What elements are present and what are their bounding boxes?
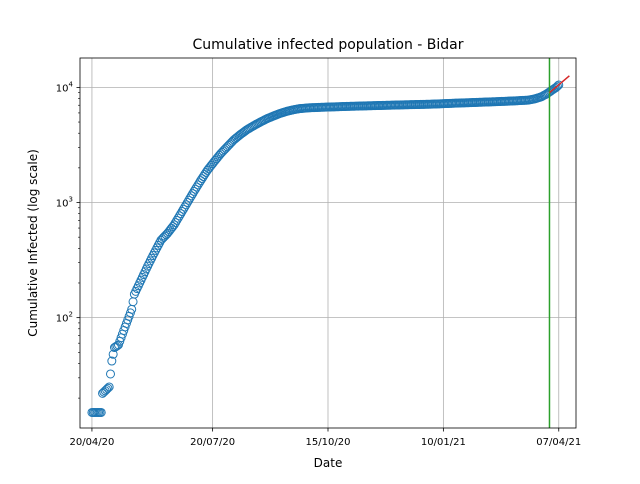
x-axis-label: Date <box>314 456 343 470</box>
overlay-lines <box>548 58 570 428</box>
data-point <box>107 356 117 366</box>
data-points <box>87 80 564 417</box>
y-axis-label: Cumulative Infected (log scale) <box>26 149 40 337</box>
data-point <box>180 202 190 212</box>
data-point <box>172 215 182 225</box>
data-point <box>190 184 200 194</box>
data-point <box>185 193 195 203</box>
data-point <box>152 243 162 253</box>
data-point <box>153 240 163 250</box>
data-point <box>112 341 122 351</box>
data-point <box>184 195 194 205</box>
data-point <box>104 382 114 392</box>
fit-line <box>548 75 570 94</box>
chart-title: Cumulative infected population - Bidar <box>193 37 464 53</box>
data-point <box>554 80 564 90</box>
x-tick-label: 10/01/21 <box>421 437 466 448</box>
data-point <box>174 211 184 221</box>
data-point <box>193 180 203 190</box>
y-tick-label: 102 <box>56 311 73 325</box>
axis-ticks: 20/04/20 20/07/20 15/10/20 10/01/21 07/04/21… <box>56 80 581 448</box>
data-point <box>186 191 196 201</box>
data-point <box>103 383 113 393</box>
x-tick-label: 20/04/20 <box>69 437 114 448</box>
data-point <box>552 81 562 91</box>
x-tick-label: 20/07/20 <box>190 437 235 448</box>
data-point <box>176 209 186 219</box>
x-tick-label: 15/10/20 <box>306 437 351 448</box>
data-point <box>151 245 161 255</box>
data-point <box>188 189 198 199</box>
y-tick-label: 103 <box>56 196 73 210</box>
data-point <box>181 200 191 210</box>
data-point <box>178 204 188 214</box>
y-tick-label: 104 <box>56 80 74 94</box>
data-point <box>182 198 192 208</box>
grid-lines <box>80 58 576 428</box>
data-point <box>96 407 106 417</box>
data-point <box>173 213 183 223</box>
data-point <box>177 206 187 216</box>
data-point <box>189 186 199 196</box>
data-point <box>192 182 202 192</box>
data-point <box>169 220 179 230</box>
data-point <box>170 218 180 228</box>
data-point <box>102 385 112 395</box>
data-point <box>551 82 561 92</box>
x-tick-label: 07/04/21 <box>536 437 581 448</box>
data-point <box>106 369 115 379</box>
data-point <box>149 248 159 258</box>
